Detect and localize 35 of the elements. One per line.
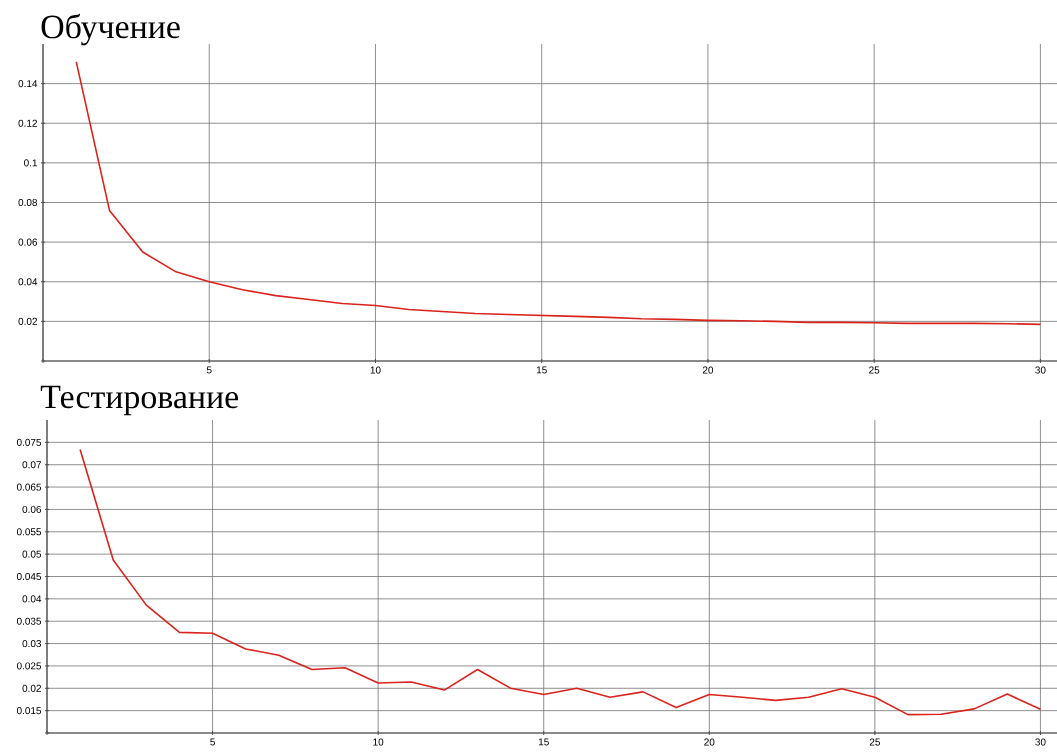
y-tick-label: 0.1 xyxy=(24,159,37,167)
x-tick-label: 5 xyxy=(206,366,212,374)
y-tick-label: 0.075 xyxy=(16,438,42,446)
x-tick-label: 20 xyxy=(704,738,715,746)
y-tick-label: 0.02 xyxy=(22,684,41,692)
x-tick-label: 25 xyxy=(869,366,880,374)
x-tick-label: 15 xyxy=(538,738,549,746)
x-tick-label: 30 xyxy=(1035,738,1046,746)
y-tick-label: 0.04 xyxy=(18,278,38,286)
x-tick-label: 30 xyxy=(1035,366,1046,374)
y-tick-label: 0.14 xyxy=(18,80,38,88)
y-tick-label: 0.055 xyxy=(16,528,42,536)
y-tick-label: 0.06 xyxy=(22,505,42,513)
line-series xyxy=(79,448,1042,716)
y-tick-label: 0.025 xyxy=(16,662,42,670)
y-tick-label: 0.02 xyxy=(18,317,37,325)
y-tick-label: 0.08 xyxy=(18,198,38,207)
y-tick-label: 0.035 xyxy=(16,617,42,625)
y-tick-label: 0.065 xyxy=(16,483,42,491)
chart-title: Обучение xyxy=(41,13,180,46)
x-tick-label: 15 xyxy=(536,366,547,374)
x-tick-label: 5 xyxy=(210,738,215,746)
y-tick-label: 0.045 xyxy=(16,572,42,581)
x-tick-label: 20 xyxy=(702,366,714,374)
y-tick-label: 0.07 xyxy=(22,461,41,469)
y-tick-label: 0.05 xyxy=(22,550,42,558)
y-tick-label: 0.06 xyxy=(18,238,38,246)
y-tick-label: 0.12 xyxy=(18,119,37,127)
x-tick-label: 10 xyxy=(373,738,384,746)
chart-title: Тестирование xyxy=(40,385,239,416)
x-tick-label: 10 xyxy=(370,366,381,374)
y-tick-label: 0.015 xyxy=(16,707,42,715)
y-tick-label: 0.03 xyxy=(22,640,42,648)
x-tick-label: 25 xyxy=(869,738,880,746)
y-tick-label: 0.04 xyxy=(22,595,42,603)
